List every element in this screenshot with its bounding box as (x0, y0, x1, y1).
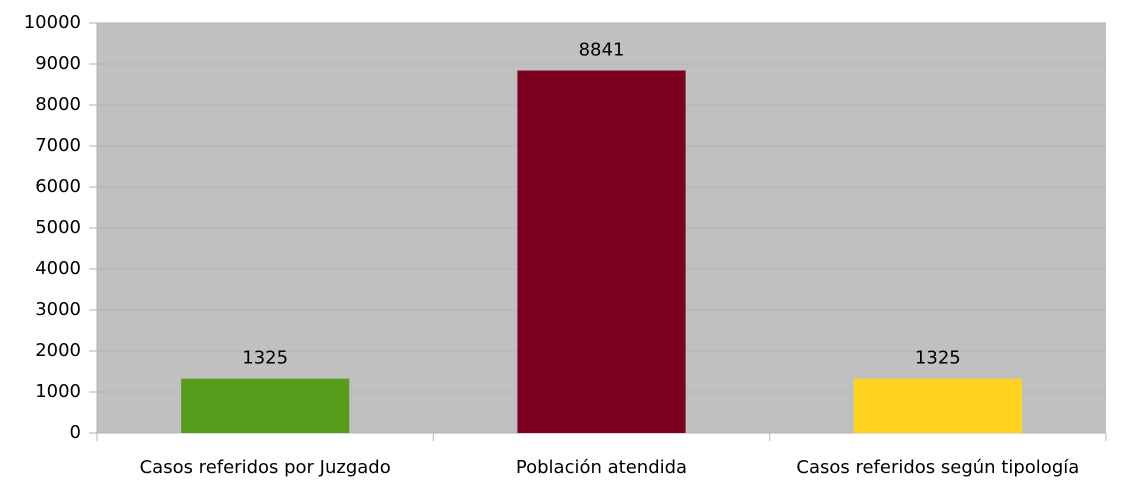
x-tick-label: Casos referidos según tipología (796, 457, 1079, 478)
y-tick-label: 1000 (35, 381, 81, 402)
y-tick-label: 9000 (35, 53, 81, 74)
y-tick-label: 0 (70, 422, 81, 443)
bar (181, 378, 350, 433)
data-label: 8841 (579, 40, 625, 61)
x-tick-label: Población atendida (516, 457, 687, 478)
x-tick-label: Casos referidos por Juzgado (140, 457, 391, 478)
data-label: 1325 (915, 348, 961, 369)
y-tick-label: 5000 (35, 217, 81, 238)
bar (517, 70, 686, 434)
y-tick-label: 2000 (35, 340, 81, 361)
y-tick-label: 3000 (35, 299, 81, 320)
y-tick-label: 7000 (35, 135, 81, 156)
y-tick-label: 4000 (35, 258, 81, 279)
y-tick-label: 8000 (35, 94, 81, 115)
y-tick-label: 6000 (35, 176, 81, 197)
data-label: 1325 (242, 348, 288, 369)
bar (853, 378, 1022, 433)
y-tick-label: 10000 (24, 12, 81, 33)
